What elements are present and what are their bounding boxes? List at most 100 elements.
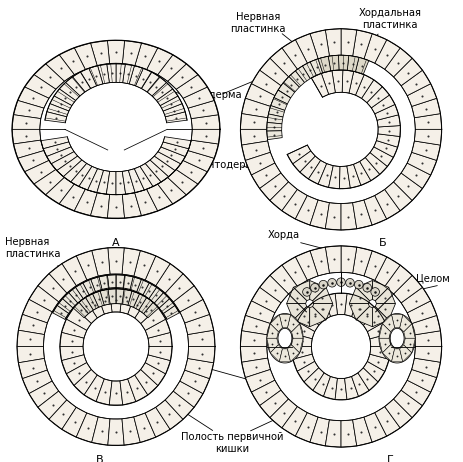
Polygon shape: [363, 34, 386, 63]
Polygon shape: [120, 288, 136, 314]
Polygon shape: [129, 66, 143, 86]
Circle shape: [319, 280, 327, 289]
Polygon shape: [135, 68, 151, 89]
Polygon shape: [60, 332, 84, 346]
Polygon shape: [184, 314, 213, 334]
Polygon shape: [133, 294, 146, 310]
Polygon shape: [54, 89, 75, 106]
Polygon shape: [57, 298, 73, 314]
Polygon shape: [297, 311, 318, 332]
Polygon shape: [393, 58, 421, 86]
Polygon shape: [109, 288, 123, 312]
Polygon shape: [407, 152, 436, 175]
Polygon shape: [143, 302, 158, 318]
Polygon shape: [399, 345, 411, 362]
Polygon shape: [66, 363, 91, 386]
Polygon shape: [92, 248, 110, 276]
Polygon shape: [79, 298, 93, 314]
Polygon shape: [188, 140, 218, 158]
Polygon shape: [138, 298, 153, 314]
Polygon shape: [163, 305, 179, 319]
Polygon shape: [83, 312, 149, 381]
Polygon shape: [286, 287, 306, 304]
Text: Энтодерма: Энтодерма: [201, 160, 260, 170]
Polygon shape: [251, 287, 281, 313]
Polygon shape: [373, 140, 397, 158]
Polygon shape: [267, 114, 282, 124]
Polygon shape: [161, 142, 188, 157]
Polygon shape: [302, 62, 316, 79]
Polygon shape: [279, 315, 290, 328]
Polygon shape: [282, 77, 299, 92]
Polygon shape: [293, 280, 309, 301]
Circle shape: [354, 280, 362, 289]
Polygon shape: [17, 330, 44, 346]
Polygon shape: [372, 280, 388, 301]
Polygon shape: [147, 77, 166, 96]
Polygon shape: [75, 283, 89, 299]
Polygon shape: [19, 359, 47, 379]
Polygon shape: [251, 163, 281, 188]
Polygon shape: [176, 160, 207, 184]
Polygon shape: [241, 98, 270, 118]
Polygon shape: [109, 381, 123, 405]
Polygon shape: [22, 299, 52, 323]
Polygon shape: [327, 55, 338, 71]
Polygon shape: [59, 48, 85, 75]
Polygon shape: [303, 303, 324, 325]
Polygon shape: [299, 156, 320, 179]
Polygon shape: [146, 184, 173, 211]
Polygon shape: [344, 377, 358, 400]
Polygon shape: [173, 381, 203, 407]
Circle shape: [327, 279, 336, 287]
Polygon shape: [297, 361, 318, 382]
Polygon shape: [116, 171, 125, 195]
Polygon shape: [259, 173, 288, 201]
Polygon shape: [240, 114, 267, 129]
Polygon shape: [349, 287, 369, 304]
Polygon shape: [374, 104, 398, 120]
Polygon shape: [370, 95, 394, 114]
Polygon shape: [66, 307, 91, 330]
Polygon shape: [364, 152, 387, 174]
Polygon shape: [116, 63, 125, 83]
Text: В: В: [95, 456, 103, 462]
Polygon shape: [323, 377, 337, 400]
Polygon shape: [130, 277, 141, 292]
Polygon shape: [88, 169, 103, 193]
Polygon shape: [266, 55, 414, 204]
Polygon shape: [341, 70, 353, 93]
Polygon shape: [292, 151, 315, 172]
Polygon shape: [184, 359, 213, 379]
Polygon shape: [309, 280, 325, 301]
Polygon shape: [156, 89, 177, 106]
Polygon shape: [259, 390, 288, 418]
Polygon shape: [141, 72, 159, 92]
Polygon shape: [311, 315, 370, 378]
Text: Г: Г: [386, 456, 393, 462]
Polygon shape: [22, 370, 52, 394]
Polygon shape: [295, 251, 318, 280]
Polygon shape: [325, 203, 340, 230]
Polygon shape: [309, 200, 329, 229]
Polygon shape: [163, 103, 185, 117]
Polygon shape: [325, 246, 340, 273]
Polygon shape: [240, 129, 267, 145]
Polygon shape: [127, 291, 139, 307]
Polygon shape: [123, 275, 133, 291]
Polygon shape: [339, 166, 350, 189]
Polygon shape: [277, 328, 291, 348]
Polygon shape: [311, 73, 328, 97]
Polygon shape: [374, 189, 400, 219]
Polygon shape: [80, 68, 96, 89]
Polygon shape: [40, 120, 192, 195]
Polygon shape: [62, 407, 87, 437]
Polygon shape: [146, 48, 173, 75]
Polygon shape: [393, 390, 421, 418]
Polygon shape: [309, 417, 329, 446]
Polygon shape: [382, 345, 394, 362]
Polygon shape: [294, 66, 309, 83]
Polygon shape: [34, 64, 64, 89]
Polygon shape: [159, 298, 175, 314]
Polygon shape: [375, 287, 394, 304]
